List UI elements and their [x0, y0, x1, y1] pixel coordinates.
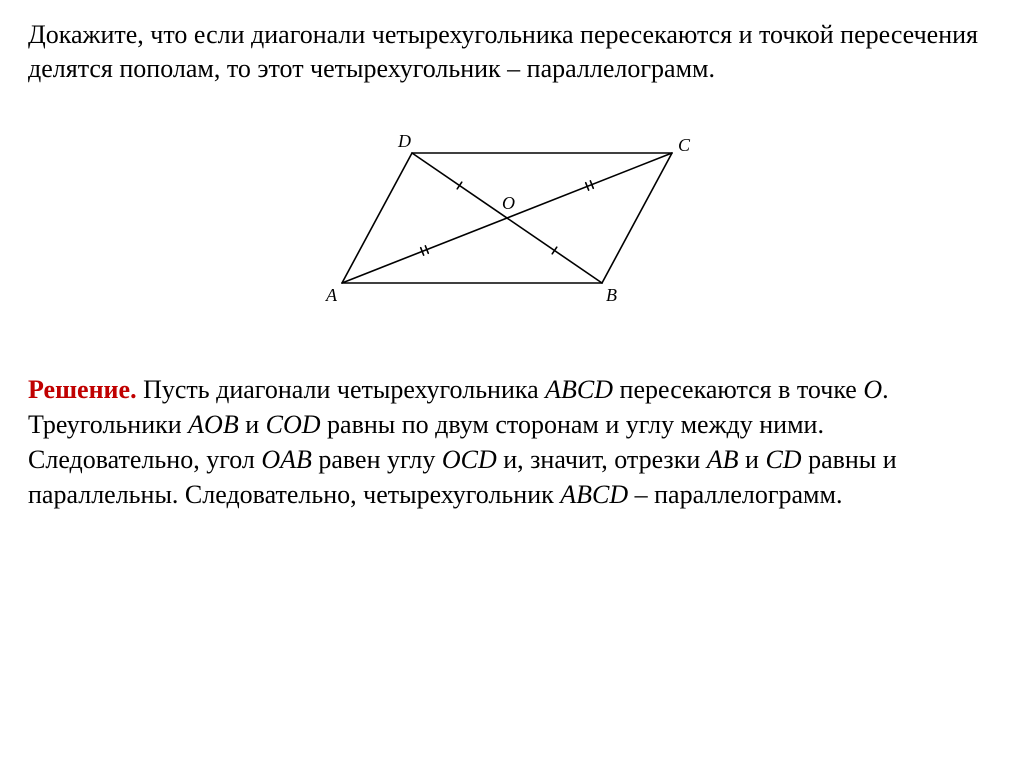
angle-ocd: OCD — [442, 445, 497, 474]
slide: Докажите, что если диагонали четырехугол… — [0, 0, 1024, 767]
svg-text:C: C — [678, 135, 691, 155]
seg-ab: AB — [707, 445, 739, 474]
parallelogram-figure: A B C D O — [302, 123, 722, 313]
solution-part-7: и — [739, 445, 766, 474]
solution-part-0: Пусть диагонали четырехугольника — [137, 375, 546, 404]
abcd-1: ABCD — [545, 375, 613, 404]
svg-text:A: A — [325, 285, 338, 305]
svg-text:D: D — [397, 131, 411, 151]
svg-text:O: O — [502, 193, 515, 213]
figure-container: A B C D O — [28, 123, 996, 318]
solution-label: Решение. — [28, 375, 137, 404]
solution-part-3: и — [239, 410, 266, 439]
point-o: O — [863, 375, 882, 404]
seg-cd: CD — [765, 445, 801, 474]
solution-part-1: пересекаются в точке — [613, 375, 863, 404]
tri-cod: COD — [266, 410, 321, 439]
solution-part-5: равен углу — [312, 445, 442, 474]
problem-statement: Докажите, что если диагонали четырехугол… — [28, 18, 996, 87]
svg-text:B: B — [606, 285, 617, 305]
tri-aob: AOB — [188, 410, 239, 439]
solution-part-6: и, значит, отрезки — [497, 445, 707, 474]
abcd-2: ABCD — [560, 480, 628, 509]
solution-part-9: – параллелограмм. — [628, 480, 842, 509]
solution-text: Решение. Пусть диагонали четырехугольник… — [28, 372, 996, 512]
angle-oab: OAB — [261, 445, 312, 474]
